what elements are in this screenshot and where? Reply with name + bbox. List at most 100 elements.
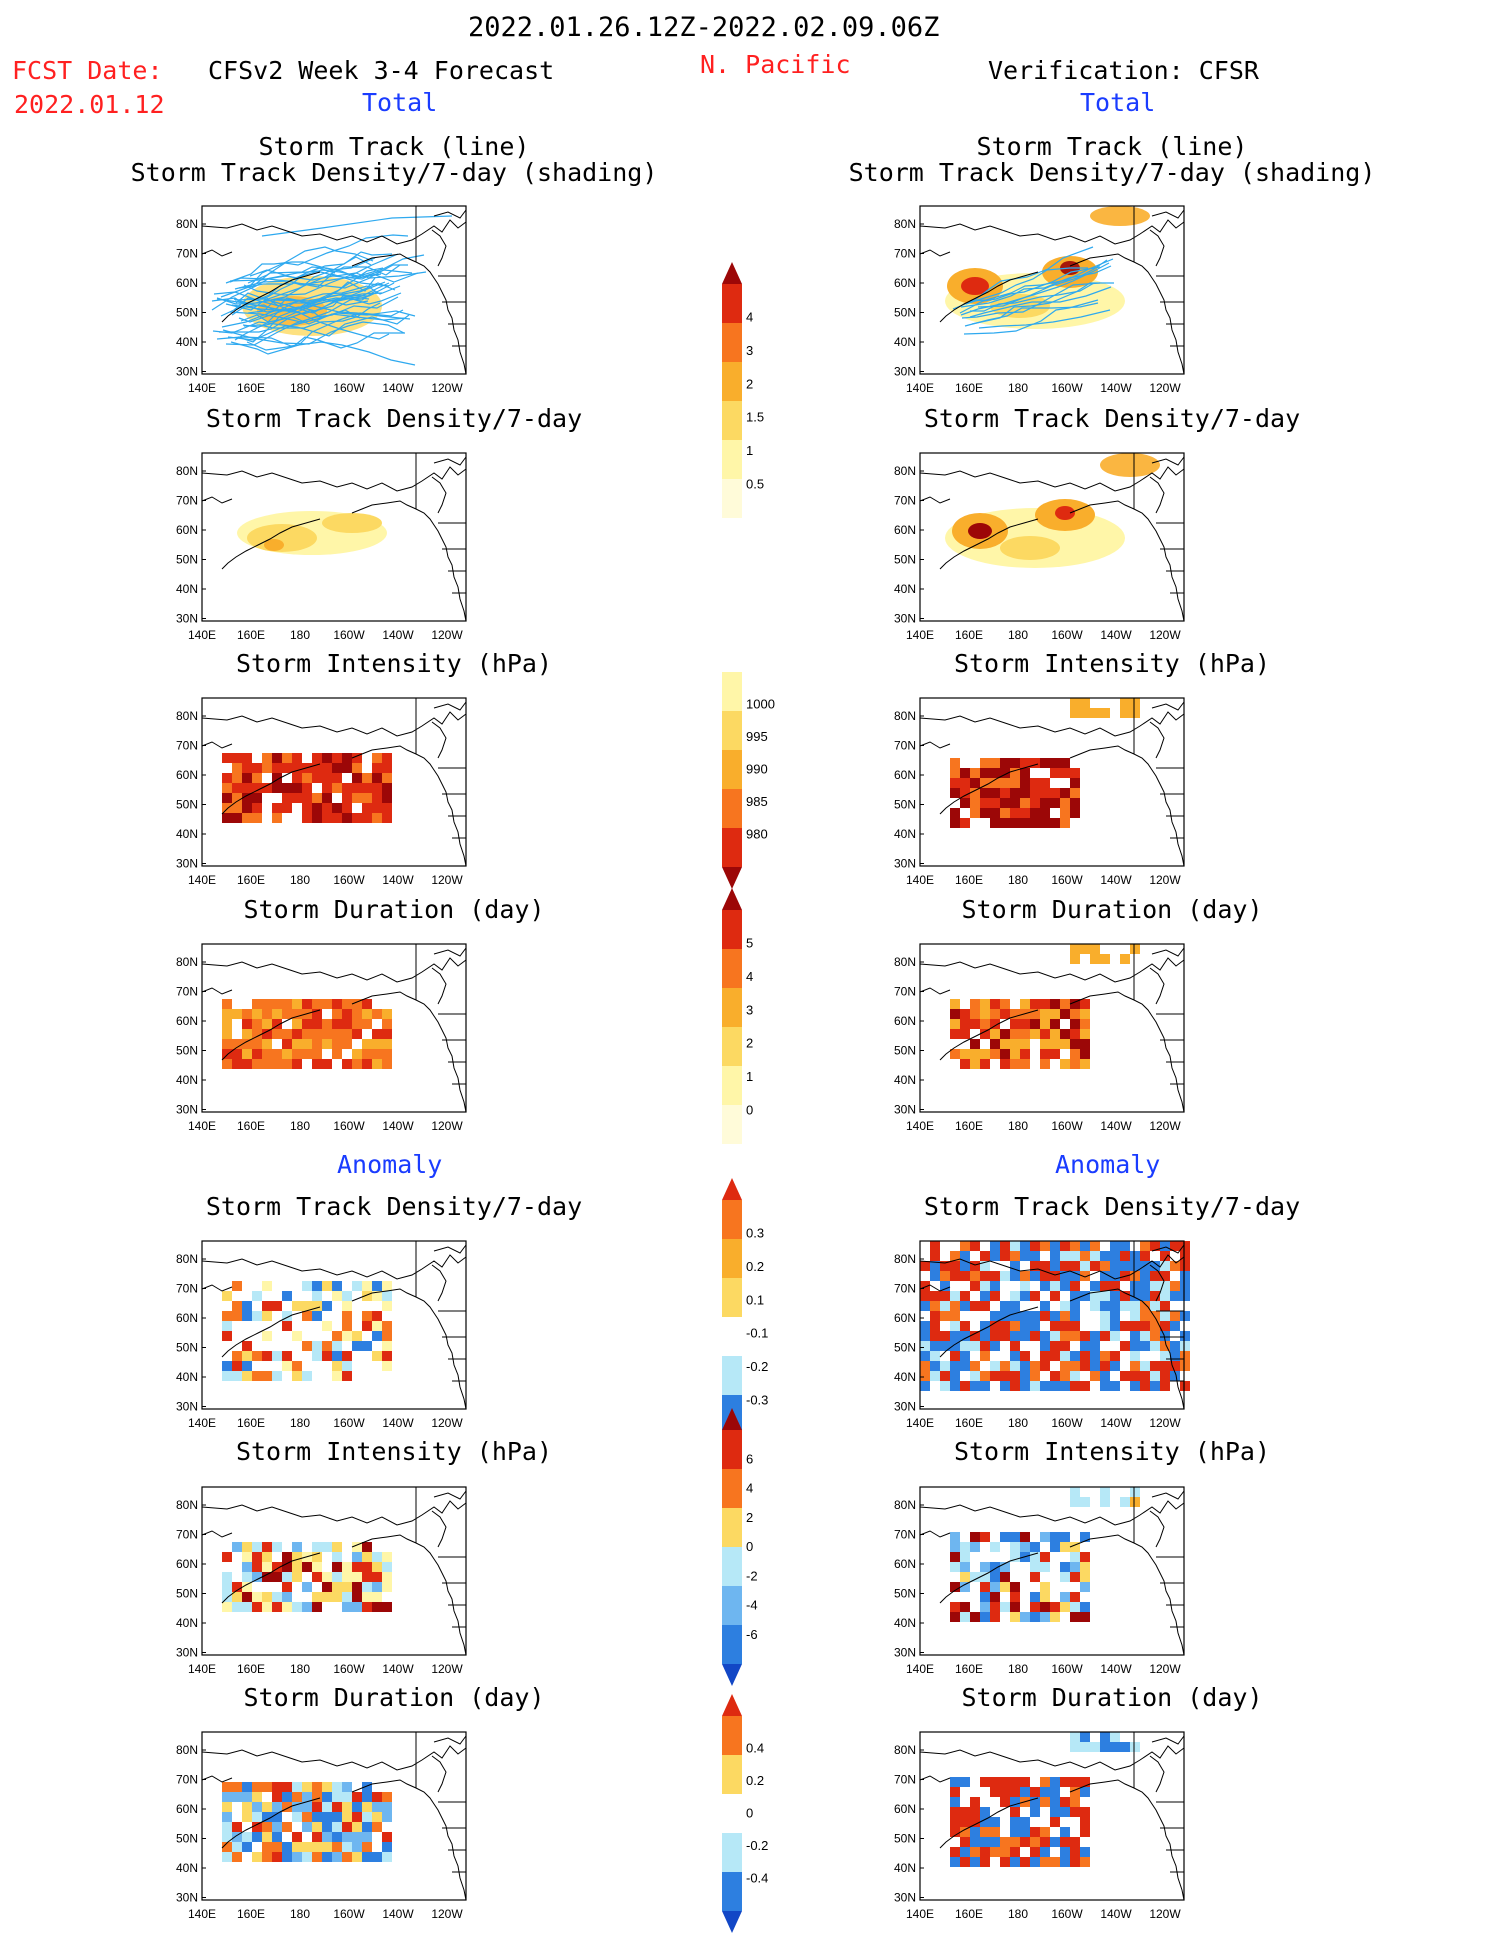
storm-track-line (960, 265, 1112, 308)
shading-cell (1050, 1612, 1060, 1622)
shading-cell (342, 1291, 352, 1301)
shading-cell (282, 1602, 292, 1612)
shading-cell (332, 1281, 342, 1291)
shading-cell (252, 1039, 262, 1049)
shading-cell (1090, 1361, 1100, 1371)
coastline (939, 271, 1039, 323)
coastline (201, 711, 467, 737)
shading-cell (950, 1847, 960, 1857)
coastline (442, 1336, 466, 1382)
shading-cell (1020, 1241, 1030, 1251)
shading-cell (1050, 1321, 1060, 1331)
shading-cell (1070, 1301, 1080, 1311)
shading-cell (1010, 1817, 1020, 1827)
title-anom-duration-right: Storm Duration (day) (961, 1683, 1263, 1712)
shading-cell (382, 1281, 392, 1291)
shading-cell (1090, 1301, 1100, 1311)
shading-cell (1120, 1321, 1130, 1331)
lon-tick-label: 180 (290, 381, 310, 395)
shading-cell (950, 1341, 960, 1351)
coastline (919, 219, 1185, 245)
shading-cell (372, 763, 382, 773)
shading-cell (322, 813, 332, 823)
shading-cell (272, 1301, 282, 1311)
shading-cell (1120, 1251, 1130, 1261)
shading-cell (1180, 1361, 1190, 1371)
shading-cell (312, 1792, 322, 1802)
shading-cell (322, 773, 332, 783)
shading-cell (242, 1039, 252, 1049)
shading-cell (302, 1049, 312, 1059)
shading-cell (262, 1592, 272, 1602)
shading-cell (282, 1039, 292, 1049)
shading-cell (1110, 1361, 1120, 1371)
storm-track-line (963, 299, 1099, 335)
lat-tick-label: 60N (176, 1311, 198, 1325)
shading-cell (232, 1281, 242, 1291)
lat-tick-label: 40N (894, 1861, 916, 1875)
lat-tick-label: 70N (894, 494, 916, 508)
shading-cell (1100, 1291, 1110, 1301)
shading-cell (990, 1371, 1000, 1381)
shading-cell (1010, 1361, 1020, 1371)
coastline (431, 229, 447, 267)
shading-cell (282, 1802, 292, 1812)
coastline (1149, 476, 1165, 514)
shading-cell (242, 1049, 252, 1059)
shading-cell (272, 773, 282, 783)
shading-cell (1000, 798, 1010, 808)
shading-cell (262, 1842, 272, 1852)
shading-cell (1150, 1361, 1160, 1371)
shading-cell (342, 1361, 352, 1371)
shading-cell (1050, 1049, 1060, 1059)
shading-cell (1000, 1361, 1010, 1371)
shading-cell (1020, 758, 1030, 768)
shading-cell (990, 1787, 1000, 1797)
shading-cell (312, 1341, 322, 1351)
lat-tick-label: 50N (176, 306, 198, 320)
storm-track-line (238, 266, 382, 289)
shading-cell (1150, 1271, 1160, 1281)
shading-cell (970, 1612, 980, 1622)
shading-cell (352, 999, 362, 1009)
shading-cell (960, 1271, 970, 1281)
colorbar-tick-label: 0 (746, 1539, 753, 1554)
shading-cell (342, 1059, 352, 1069)
shading-cell (1160, 1291, 1170, 1301)
shading-cell (262, 1039, 272, 1049)
shading-cell (1010, 798, 1020, 808)
shading-cell (1150, 1241, 1160, 1251)
shading-cell (960, 1049, 970, 1059)
shading-cell (322, 1782, 332, 1792)
shading-cell (372, 1792, 382, 1802)
shading-cell (332, 773, 342, 783)
title-density-left: Storm Track Density/7-day (205, 404, 583, 433)
coastline (442, 793, 466, 839)
shading-cell (1020, 1331, 1030, 1341)
shading-cell (1050, 1837, 1060, 1847)
shading-cell (222, 1019, 232, 1029)
colorbar-end-bottom (722, 867, 742, 889)
shading-cell (1020, 1311, 1030, 1321)
shading-cell (1060, 1797, 1070, 1807)
colorbar-segment (722, 440, 742, 479)
shading-cell (960, 1857, 970, 1867)
lon-tick-label: 180 (1008, 873, 1028, 887)
lat-tick-label: 30N (176, 1103, 198, 1117)
lon-tick-label: 140E (906, 873, 934, 887)
shading-cell (312, 813, 322, 823)
density-blob (264, 539, 284, 551)
shading-cell (362, 1281, 372, 1291)
shading-cell (1070, 1807, 1080, 1817)
shading-cell (1160, 1311, 1170, 1321)
shading-cell (1030, 818, 1040, 828)
coastline (221, 763, 321, 815)
shading-cell (980, 1857, 990, 1867)
shading-cell (1110, 1241, 1120, 1251)
shading-cell (1060, 1059, 1070, 1069)
colorbar-density-anom: 0.30.20.1-0.1-0.2-0.3 (722, 1178, 768, 1456)
shading-cell (930, 1331, 940, 1341)
shading-cell (970, 1371, 980, 1381)
shading-cell (1070, 1241, 1080, 1251)
shading-cell (1000, 1777, 1010, 1787)
